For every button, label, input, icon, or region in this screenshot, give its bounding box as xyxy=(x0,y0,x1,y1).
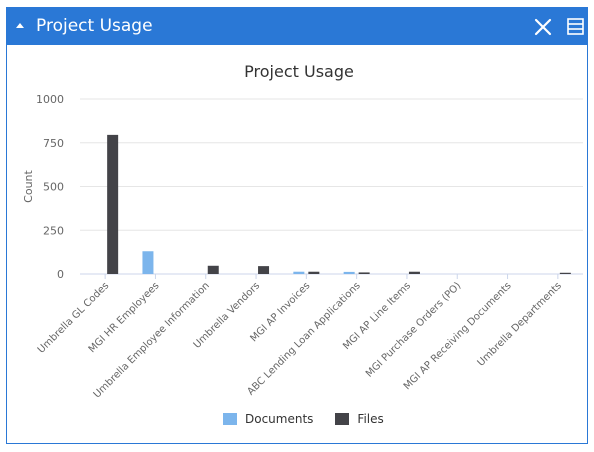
x-tick-label-7: MGI Purchase Orders (PO) xyxy=(364,280,463,379)
legend-label-files: Files xyxy=(357,412,384,426)
bar-files-5 xyxy=(358,272,370,274)
y-tick-label-1000: 1000 xyxy=(36,93,64,106)
legend-swatch-files xyxy=(335,413,350,425)
bar-files-9 xyxy=(559,272,571,274)
bar-files-4 xyxy=(308,271,320,274)
chart-area: Project Usage Count 0 250 500 750 1000 Umbrella… xyxy=(7,45,587,443)
legend-swatch-documents xyxy=(223,413,237,425)
y-tick-label-250: 250 xyxy=(43,224,64,237)
list-menu-icon[interactable] xyxy=(567,18,584,35)
caret-up-icon[interactable] xyxy=(16,23,24,28)
x-tick-label-5: ABC Lending Loan Applications xyxy=(246,280,363,397)
bar-files-3 xyxy=(258,266,270,274)
bar-documents-4 xyxy=(293,271,305,274)
x-tick-label-8: MGI AP Receiving Documents xyxy=(402,280,514,392)
project-usage-panel: Project Usage Project Usage Count 0 250 500 7… xyxy=(6,7,588,444)
y-tick-label-500: 500 xyxy=(43,181,64,194)
legend-item-files[interactable]: Files xyxy=(335,412,384,426)
project-usage-chart: Project Usage Count 0 250 500 750 1000 Umbrella… xyxy=(22,62,583,400)
chart-title: Project Usage xyxy=(244,62,354,81)
y-axis-label: Count xyxy=(22,169,35,202)
bar-files-0 xyxy=(107,134,119,274)
bar-documents-1 xyxy=(142,251,154,274)
bar-files-2 xyxy=(207,265,219,274)
panel-title: Project Usage xyxy=(36,16,153,36)
legend-label-documents: Documents xyxy=(245,412,314,426)
x-tick-label-9: Umbrella Departments xyxy=(476,280,564,368)
y-tick-label-750: 750 xyxy=(43,137,64,150)
close-icon[interactable] xyxy=(534,18,552,36)
legend-item-documents[interactable]: Documents xyxy=(223,412,313,426)
panel-header: Project Usage xyxy=(7,8,587,45)
bar-documents-5 xyxy=(343,271,355,274)
chart-legend: Documents Files xyxy=(223,412,406,426)
bar-files-6 xyxy=(408,271,420,274)
y-tick-label-0: 0 xyxy=(57,268,64,281)
